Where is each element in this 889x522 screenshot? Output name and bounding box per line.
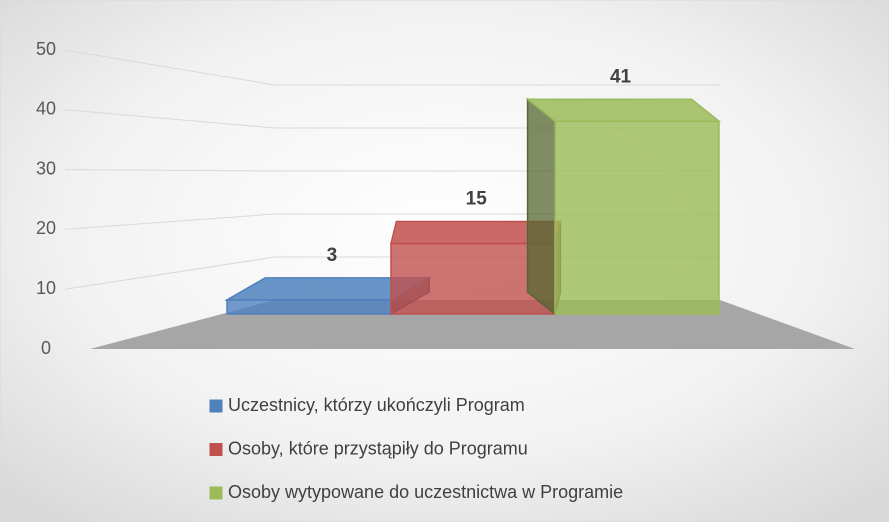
y-tick-label: 40 — [36, 99, 56, 119]
bar-front — [554, 120, 720, 315]
legend-swatch — [209, 486, 223, 500]
legend-swatch — [209, 399, 223, 413]
bar-top — [525, 98, 722, 123]
y-tick-label: 20 — [36, 218, 56, 238]
y-tick-label: 30 — [36, 158, 56, 178]
bar — [525, 97, 722, 316]
legend-label: Uczestnicy, którzy ukończyli Program — [228, 395, 525, 415]
value-label: 15 — [466, 189, 488, 210]
legend-label: Osoby, które przystąpiły do Programu — [228, 438, 528, 458]
value-label: 3 — [327, 245, 338, 266]
y-tick-label: 50 — [36, 39, 56, 59]
value-label: 41 — [610, 66, 632, 87]
bar-side — [526, 97, 556, 316]
legend-label: Osoby wytypowane do uczestnictwa w Progr… — [228, 482, 623, 502]
grid-line — [64, 49, 720, 86]
legend-swatch — [209, 443, 223, 456]
bar-front — [226, 299, 392, 315]
y-tick-label: 10 — [36, 278, 56, 298]
y-tick-label: 0 — [41, 338, 51, 358]
